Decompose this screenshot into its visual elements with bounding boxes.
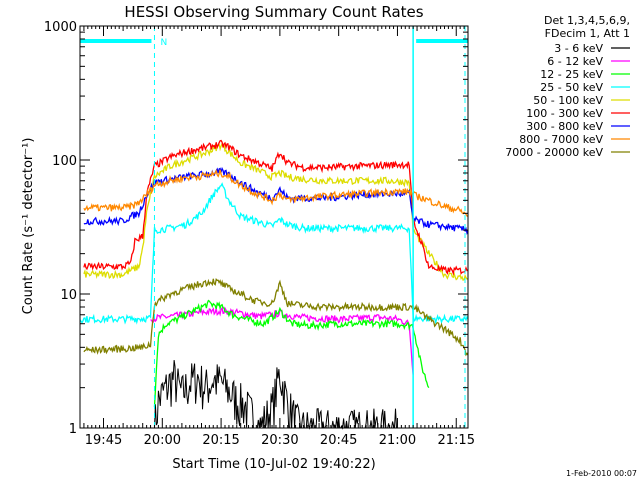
x-tick-label: 20:15 (202, 433, 239, 448)
y-axis-label: Count Rate (s⁻¹ detector⁻¹) (21, 138, 36, 315)
y-tick-label: 10 (60, 288, 77, 303)
legend-header: Det 1,3,4,5,6,9, (544, 14, 630, 27)
legend-label: 300 - 800 keV (526, 120, 603, 133)
series-line-5 (83, 139, 469, 276)
x-tick-label: 19:45 (85, 433, 122, 448)
series-line-1 (150, 306, 414, 375)
y-tick-label: 1 (69, 422, 77, 437)
x-tick-label: 20:45 (320, 433, 357, 448)
y-tick-label: 1000 (44, 20, 77, 35)
night-flag-label: N (160, 38, 167, 48)
series-layer (79, 139, 469, 430)
legend-header: FDecim 1, Att 1 (545, 27, 630, 40)
series-line-4 (83, 142, 469, 282)
y-tick-label: 100 (52, 154, 77, 169)
x-axis-label: Start Time (10-Jul-02 19:40:22) (172, 457, 375, 472)
series-line-8 (83, 277, 469, 357)
footer-date: 1-Feb-2010 00:07 (566, 469, 637, 478)
series-line-2 (153, 299, 430, 407)
axes-layer: 1 10 100 1000 19:45 20:00 20:15 20:30 20:45 21:00… (44, 20, 475, 448)
legend: Det 1,3,4,5,6,9,FDecim 1, Att 1 3 - 6 keV… (505, 14, 630, 159)
x-tick-label: 20:30 (261, 433, 298, 448)
legend-label: 25 - 50 keV (540, 81, 603, 94)
legend-label: 3 - 6 keV (554, 42, 603, 55)
series-line-3 (79, 182, 469, 325)
legend-label: 6 - 12 keV (547, 55, 603, 68)
series-line-0 (154, 360, 398, 430)
legend-label: 50 - 100 keV (533, 94, 603, 107)
legend-label: 100 - 300 keV (526, 107, 603, 120)
legend-label: 7000 - 20000 keV (505, 146, 603, 159)
series-line-7 (83, 168, 469, 217)
chart-title: HESSI Observing Summary Count Rates (124, 3, 423, 21)
legend-label: 12 - 25 keV (540, 68, 603, 81)
x-tick-label: 20:00 (144, 433, 181, 448)
x-tick-label: 21:00 (379, 433, 416, 448)
night-boundaries: N (80, 26, 468, 428)
plot-frame (79, 25, 469, 429)
x-tick-label: 21:15 (438, 433, 475, 448)
legend-label: 800 - 7000 keV (519, 133, 603, 146)
